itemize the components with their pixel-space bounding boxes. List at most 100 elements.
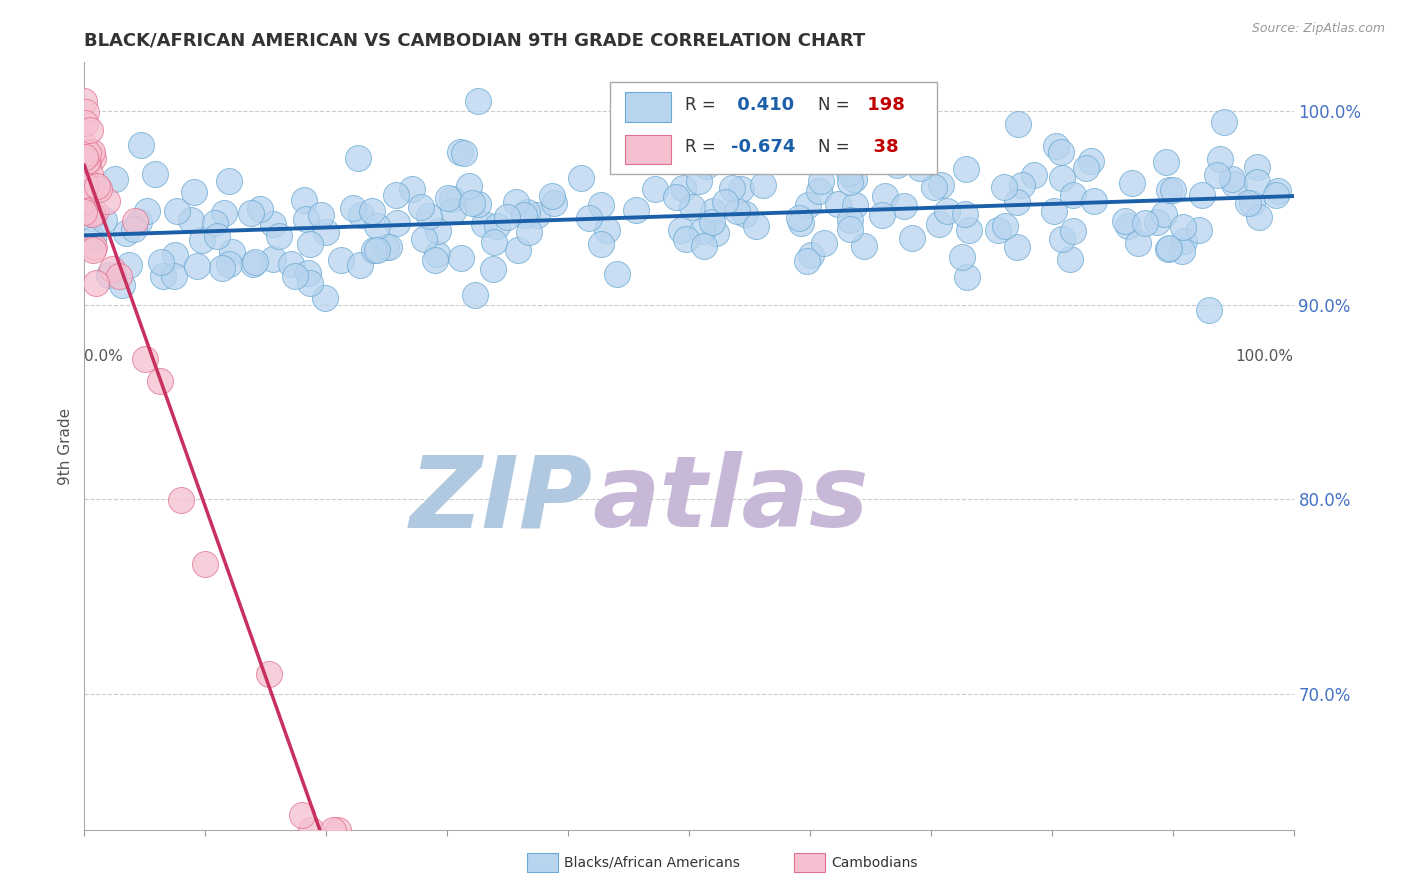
Point — [214, 205, 236, 219]
Point — [82, 151, 104, 165]
Point — [77, 146, 100, 161]
Point — [1153, 207, 1175, 221]
Point — [84, 276, 107, 290]
Point — [1043, 204, 1066, 219]
Point — [413, 232, 436, 246]
Point — [378, 240, 401, 254]
Point — [707, 143, 730, 157]
Point — [1121, 177, 1143, 191]
Point — [1159, 241, 1181, 255]
Point — [1049, 145, 1071, 160]
Point — [457, 178, 479, 193]
Point — [702, 204, 724, 219]
Point — [1062, 188, 1084, 202]
Point — [322, 822, 344, 837]
Point — [505, 194, 527, 209]
Point — [218, 257, 240, 271]
Point — [129, 137, 152, 152]
Point — [692, 239, 714, 253]
Point — [1171, 219, 1194, 234]
Point — [950, 251, 973, 265]
Point — [1188, 223, 1211, 237]
Point — [1157, 242, 1180, 256]
Point — [665, 190, 688, 204]
Point — [875, 189, 897, 203]
Text: ZIP: ZIP — [409, 451, 592, 549]
Point — [1007, 117, 1029, 131]
Text: 38: 38 — [860, 138, 898, 156]
Point — [152, 269, 174, 284]
Point — [243, 255, 266, 269]
Point — [342, 201, 364, 215]
Point — [143, 167, 166, 181]
Point — [839, 213, 862, 227]
Point — [385, 188, 408, 202]
Point — [93, 213, 115, 227]
Text: 0.0%: 0.0% — [84, 349, 124, 364]
Point — [75, 171, 97, 186]
Point — [569, 170, 592, 185]
FancyBboxPatch shape — [610, 81, 936, 174]
Point — [1237, 195, 1260, 210]
Point — [464, 287, 486, 301]
Point — [366, 219, 388, 234]
Point — [1191, 187, 1213, 202]
Point — [813, 236, 835, 251]
Point — [83, 240, 105, 254]
Point — [374, 240, 396, 254]
Point — [249, 202, 271, 216]
Point — [1005, 239, 1028, 253]
Point — [82, 244, 104, 258]
Point — [450, 251, 472, 265]
Point — [96, 194, 118, 209]
Point — [713, 194, 735, 209]
Point — [330, 253, 353, 268]
Point — [1116, 219, 1139, 233]
Point — [1114, 214, 1136, 228]
Text: 0.410: 0.410 — [731, 95, 794, 113]
Point — [262, 217, 284, 231]
Point — [1126, 236, 1149, 251]
Point — [928, 217, 950, 231]
Point — [1240, 196, 1263, 211]
Point — [955, 270, 977, 285]
Point — [211, 260, 233, 275]
Point — [101, 262, 124, 277]
Bar — [624, 93, 671, 121]
Point — [73, 205, 96, 219]
Point — [672, 181, 695, 195]
Point — [387, 217, 409, 231]
Point — [730, 182, 752, 196]
Point — [76, 154, 98, 169]
Point — [441, 203, 464, 218]
Point — [955, 161, 977, 176]
Point — [994, 219, 1017, 233]
Point — [349, 258, 371, 272]
Point — [721, 180, 744, 194]
Point — [75, 178, 97, 193]
Point — [1022, 168, 1045, 182]
Point — [425, 247, 447, 261]
Point — [363, 243, 385, 257]
Point — [467, 95, 489, 109]
Point — [89, 182, 111, 196]
Point — [810, 174, 832, 188]
Point — [993, 180, 1015, 194]
Point — [690, 224, 713, 238]
Point — [695, 159, 717, 173]
Point — [484, 235, 506, 249]
Point — [827, 197, 849, 211]
Point — [513, 208, 536, 222]
Point — [589, 198, 612, 212]
Point — [82, 207, 104, 221]
Text: Source: ZipAtlas.com: Source: ZipAtlas.com — [1251, 22, 1385, 36]
Point — [80, 211, 103, 225]
Point — [314, 291, 336, 305]
Point — [681, 200, 703, 214]
Point — [929, 178, 952, 192]
Point — [347, 151, 370, 165]
Point — [180, 212, 202, 227]
Point — [79, 167, 101, 181]
Point — [73, 138, 96, 153]
Point — [675, 231, 697, 245]
